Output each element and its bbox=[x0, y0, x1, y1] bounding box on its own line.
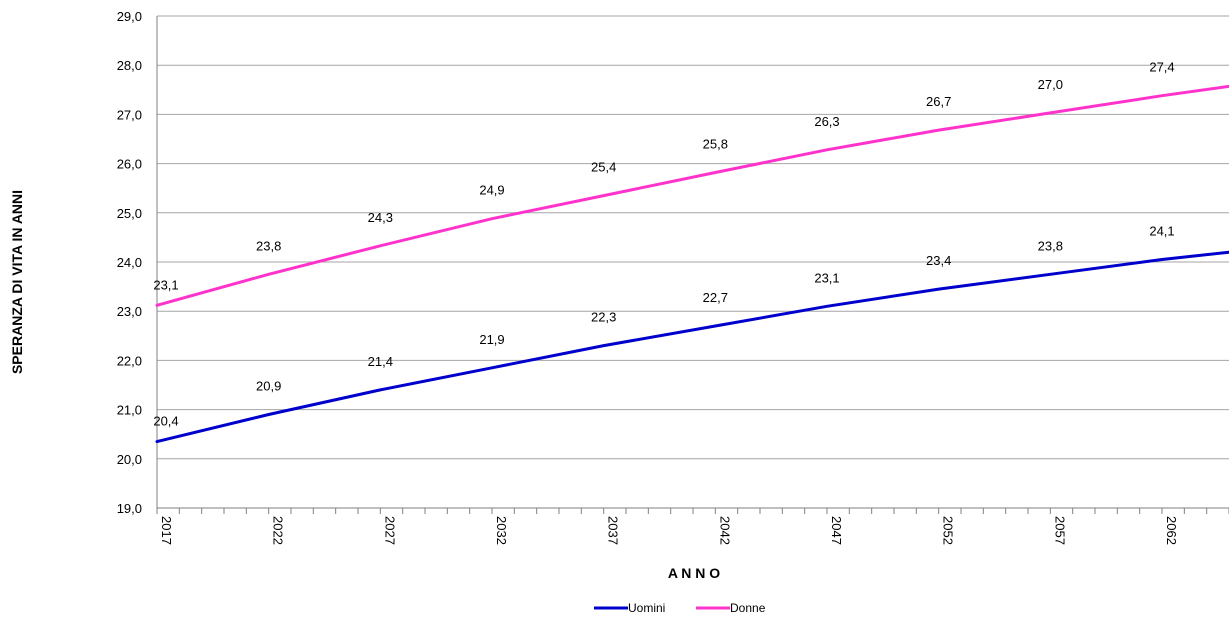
series-line-uomini bbox=[155, 250, 1229, 444]
x-tick-label: 2022 bbox=[271, 516, 286, 545]
data-label: 23,8 bbox=[256, 238, 281, 253]
data-label: 23,1 bbox=[153, 277, 178, 292]
legend-label: Donne bbox=[730, 601, 766, 615]
data-label: 23,8 bbox=[1038, 238, 1063, 253]
y-tick-label: 28,0 bbox=[117, 58, 142, 73]
data-label: 20,4 bbox=[153, 414, 178, 429]
y-tick-label: 20,0 bbox=[117, 452, 142, 467]
x-tick-label: 2017 bbox=[159, 516, 174, 545]
data-label: 21,9 bbox=[479, 332, 504, 347]
x-tick-label: 2027 bbox=[382, 516, 397, 545]
data-label: 25,4 bbox=[591, 160, 616, 175]
data-label: 25,8 bbox=[703, 136, 728, 151]
y-tick-label: 29,0 bbox=[117, 9, 142, 24]
y-tick-label: 26,0 bbox=[117, 157, 142, 172]
data-label: 27,4 bbox=[1149, 60, 1174, 75]
y-tick-label: 24,0 bbox=[117, 255, 142, 270]
x-tick-label: 2052 bbox=[941, 516, 956, 545]
data-label: 24,1 bbox=[1149, 224, 1174, 239]
axes: 19,0 20,0 21,0 22,0 23,0 24,0 25,0 26,0 27,0 28,0… bbox=[117, 9, 1229, 545]
data-labels: 20,4 20,9 21,4 21,9 22,3 22,7 23,1 23,4 23,8 24,1… bbox=[153, 60, 1174, 429]
data-label: 27,0 bbox=[1038, 77, 1063, 92]
data-label: 22,3 bbox=[591, 310, 616, 325]
data-label: 24,3 bbox=[368, 210, 393, 225]
y-tick-label: 22,0 bbox=[117, 353, 142, 368]
data-label: 22,7 bbox=[703, 290, 728, 305]
data-label: 23,4 bbox=[926, 253, 951, 268]
data-label: 20,9 bbox=[256, 379, 281, 394]
legend: Uomini Donne bbox=[594, 601, 766, 615]
data-label: 23,1 bbox=[814, 270, 839, 285]
legend-label: Uomini bbox=[628, 601, 665, 615]
y-axis-title: SPERANZA DI VITA IN ANNI bbox=[9, 190, 25, 374]
x-axis-title: A N N O bbox=[668, 565, 720, 581]
x-tick-label: 2047 bbox=[829, 516, 844, 545]
x-tick-label: 2042 bbox=[717, 516, 732, 545]
x-tick-label: 2037 bbox=[606, 516, 621, 545]
y-tick-label: 25,0 bbox=[117, 206, 142, 221]
series-lines bbox=[155, 84, 1229, 444]
y-tick-label: 21,0 bbox=[117, 403, 142, 418]
y-tick-label: 27,0 bbox=[117, 107, 142, 122]
data-label: 21,4 bbox=[368, 354, 393, 369]
y-tick-label: 19,0 bbox=[117, 501, 142, 516]
series-line-donne bbox=[155, 84, 1229, 307]
data-label: 26,3 bbox=[814, 114, 839, 129]
data-label: 26,7 bbox=[926, 94, 951, 109]
x-tick-label: 2032 bbox=[494, 516, 509, 545]
x-tick-label: 2062 bbox=[1164, 516, 1179, 545]
gridlines bbox=[157, 15, 1229, 460]
data-label: 24,9 bbox=[479, 183, 504, 198]
x-tick-label: 2057 bbox=[1052, 516, 1067, 545]
y-tick-label: 23,0 bbox=[117, 304, 142, 319]
